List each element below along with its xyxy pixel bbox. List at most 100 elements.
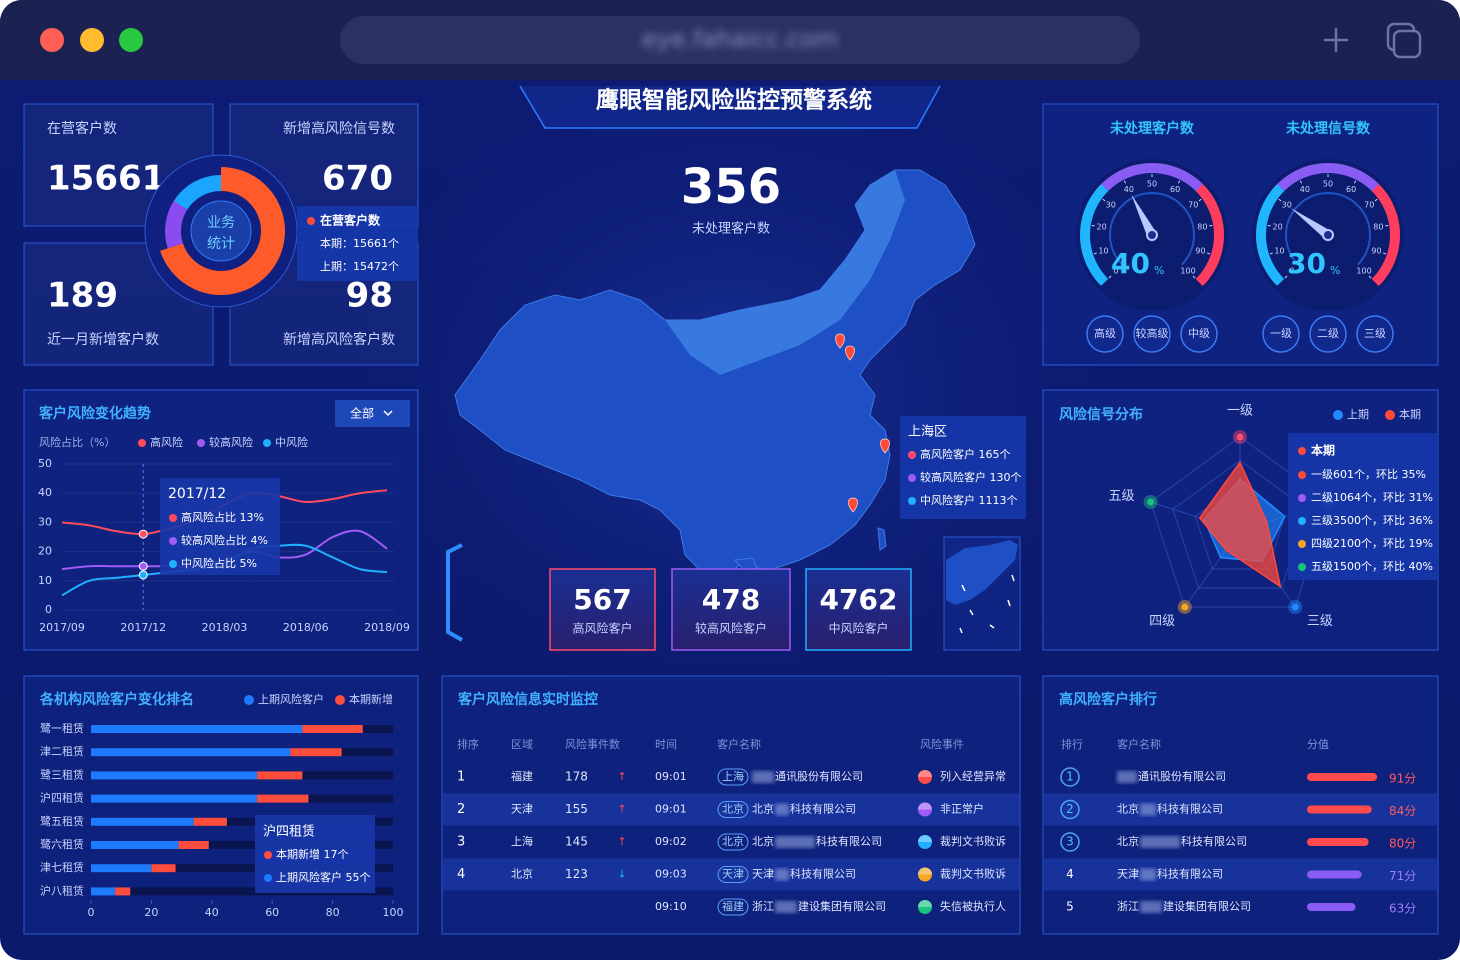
customer-name: 浙江 (1117, 900, 1139, 913)
gauge-band (1109, 173, 1120, 185)
bar (151, 864, 176, 873)
gauge-band (1213, 223, 1224, 231)
gauge-band (1093, 188, 1106, 199)
event-icon (918, 802, 932, 810)
x-tick-label: 2017/12 (120, 621, 166, 634)
rank: 2 (1066, 802, 1074, 816)
gauge-band (1316, 163, 1324, 174)
region-tag-label: 天津 (722, 868, 744, 881)
filter-dropdown[interactable] (335, 400, 410, 427)
tooltip-line: 较高风险客户 130个 (920, 470, 1022, 484)
cell: 09:01 (655, 803, 687, 816)
category-label: 津七租赁 (40, 860, 84, 874)
bar (91, 771, 258, 780)
gauge-band (1256, 239, 1267, 247)
masked-text (1140, 901, 1162, 913)
gauge-band (1368, 180, 1380, 192)
tooltip-line: 四级2100个，环比 19% (1311, 537, 1433, 550)
level-button-label: 中级 (1188, 327, 1210, 340)
level-button[interactable] (1356, 315, 1394, 353)
gauge-band (1328, 163, 1334, 174)
new-tab-icon[interactable] (1324, 28, 1348, 52)
gauge-tick-label: 90 (1195, 246, 1205, 255)
gauge-band (1209, 254, 1221, 263)
trend-arrow: ↑ (617, 835, 626, 848)
url-bar[interactable] (340, 16, 1140, 64)
gauge-tick-label: 30 (1106, 201, 1116, 210)
cell: 145 (565, 835, 588, 849)
gauge-band (1152, 163, 1158, 174)
bar (91, 887, 116, 896)
level-button[interactable] (1133, 315, 1171, 353)
gauge-band (1156, 163, 1164, 174)
gauge-tick-label: 50 (1147, 180, 1157, 189)
level-button[interactable] (1180, 315, 1218, 353)
level-button[interactable] (1086, 315, 1124, 353)
tooltip (297, 206, 418, 281)
bar (302, 725, 363, 733)
legend-dot (1298, 447, 1306, 455)
gauge-band (1192, 180, 1204, 192)
x-tick-label: 2018/06 (283, 621, 329, 634)
bar (91, 794, 258, 803)
cell: 天津 (511, 803, 533, 816)
score-label: 80分 (1389, 837, 1416, 851)
tooltip (900, 416, 1026, 519)
legend-dot (169, 514, 177, 522)
region-tag-label: 北京 (722, 802, 744, 816)
bar (91, 817, 194, 826)
panel-title: 各机构风险客户变化排名 (39, 691, 194, 708)
gauge-needle (1131, 194, 1157, 238)
gauge-band (1378, 192, 1390, 203)
gauge-band (1374, 271, 1387, 282)
radar-vertex (1291, 603, 1299, 611)
tooltip-title: 2017/12 (168, 486, 226, 502)
gauge-tick-label: 50 (1323, 180, 1333, 189)
column-header: 排序 (457, 737, 479, 751)
x-tick-label: 60 (265, 906, 279, 919)
level-box (671, 568, 791, 651)
tooltip (1288, 433, 1438, 580)
gauge-band (1256, 229, 1267, 235)
tabs-icon[interactable] (1392, 29, 1422, 59)
region-tag (717, 768, 749, 786)
masked-text (775, 803, 789, 816)
trend-arrow: ↑ (617, 803, 626, 816)
legend-dot (1298, 563, 1306, 571)
level-button[interactable] (1262, 315, 1300, 353)
gauge-band (1273, 183, 1285, 195)
gauge-band (1175, 168, 1185, 180)
legend-dot (263, 439, 271, 447)
gauge-band (1311, 163, 1319, 175)
kpi-value: 98 (346, 276, 393, 316)
level-button[interactable] (1309, 315, 1347, 353)
minimize-button[interactable] (80, 28, 104, 52)
x-tick-label: 0 (88, 906, 95, 919)
cell: 福建 (511, 769, 533, 783)
gauge-band (1180, 170, 1190, 183)
y-tick-label: 50 (38, 457, 52, 470)
gauge-value: 30 (1287, 247, 1326, 280)
x-tick-label: 40 (205, 906, 219, 919)
bar (178, 841, 209, 849)
gauge-band (1351, 168, 1361, 180)
maximize-button[interactable] (119, 28, 143, 52)
tooltip-line: 一级601个，环比 35% (1311, 468, 1426, 481)
map-inset-border (959, 574, 1015, 634)
level-value: 4762 (820, 583, 898, 616)
score-bar (1307, 805, 1372, 814)
gauge-band (1256, 234, 1267, 241)
legend-dot (138, 439, 146, 447)
legend-dot (908, 497, 916, 505)
label: 新增高风险信号数 (283, 120, 395, 137)
level-label: 中风险客户 (828, 621, 888, 636)
gauge-band (1269, 188, 1282, 199)
cell: 北京 (511, 867, 533, 881)
y-tick-label: 30 (38, 515, 52, 528)
gauge-band (1140, 163, 1148, 174)
close-button[interactable] (40, 28, 64, 52)
gauge-band (1097, 275, 1109, 286)
gauge-tick (1383, 252, 1387, 255)
gauge-band (1266, 192, 1278, 203)
gauge-band (1199, 188, 1211, 199)
